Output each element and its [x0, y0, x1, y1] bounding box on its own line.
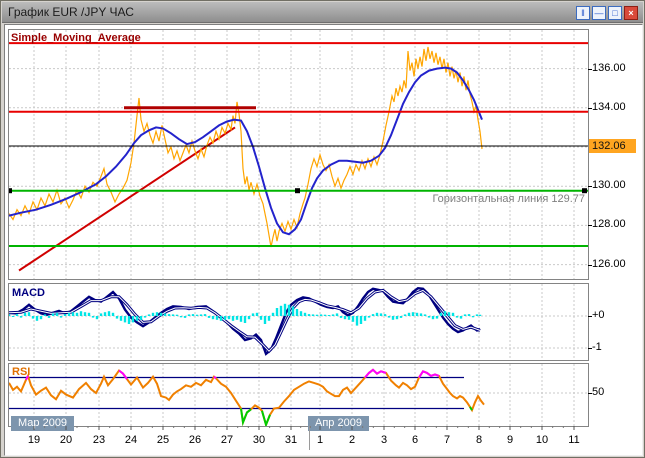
hline-handle[interactable]: [582, 188, 587, 194]
hline-handle[interactable]: [9, 188, 12, 194]
macd-tick-label: -1: [592, 341, 602, 353]
rsi-overbought-segment: [364, 368, 387, 379]
day-label: 19: [27, 434, 41, 446]
sma-indicator-label: Simple_Moving_Average: [11, 32, 141, 44]
price-chart-panel[interactable]: [8, 29, 589, 280]
rsi-overbought-segment: [25, 375, 29, 381]
signal-core: [9, 289, 481, 352]
rsi-oversold-segment: [240, 408, 252, 426]
title-bar[interactable]: График EUR /JPY ЧАС ‖ — □ ×: [2, 2, 643, 23]
day-label: 25: [156, 434, 170, 446]
day-label: 7: [443, 434, 451, 446]
price-tick-label: 134.00: [592, 100, 626, 113]
rsi-oversold-segment: [469, 406, 473, 411]
day-label: 9: [506, 434, 514, 446]
close-icon: ×: [628, 8, 634, 18]
sma-series: [9, 66, 483, 236]
current-price-tag: 132.06: [589, 139, 636, 153]
scale-tick: [588, 348, 592, 349]
scale-tick: [588, 68, 592, 70]
macd-panel[interactable]: [8, 283, 589, 361]
day-label: 1: [316, 434, 324, 446]
rsi-overbought-segment: [418, 370, 440, 379]
pause-button[interactable]: ‖: [576, 6, 590, 20]
day-label: 23: [92, 434, 106, 446]
scale-tick: [588, 186, 592, 188]
scale-tick: [588, 107, 592, 109]
chart-canvas: [9, 364, 588, 426]
scale-tick: [588, 393, 592, 394]
rsi-overbought-segment: [213, 375, 217, 380]
day-label: 11: [568, 434, 580, 446]
scale-tick: [588, 264, 592, 266]
day-label: 6: [411, 434, 419, 446]
minimize-icon: —: [594, 8, 604, 18]
day-label: 30: [252, 434, 266, 446]
price-tick-label: 128.00: [592, 218, 626, 231]
day-label: 8: [475, 434, 483, 446]
price-tick-label: 136.00: [592, 61, 626, 74]
window-controls: ‖ — □ ×: [576, 6, 638, 20]
scale-tick: [588, 225, 592, 227]
day-label: 10: [535, 434, 549, 446]
day-label: 24: [124, 434, 138, 446]
macd-tick-label: +0: [592, 309, 605, 321]
horizontal-line-label: Горизонтальная линия 129.77: [432, 193, 585, 205]
rsi-tick-label: 50: [592, 386, 605, 398]
day-label: 2: [348, 434, 356, 446]
day-label: 3: [380, 434, 388, 446]
rsi-panel[interactable]: [8, 363, 589, 427]
rsi-overbought-segment: [118, 369, 128, 380]
hline-handle[interactable]: [295, 188, 300, 194]
minimize-button[interactable]: —: [592, 6, 606, 20]
chart-canvas: [9, 284, 588, 360]
month-badge-apr: Апр 2009: [308, 416, 369, 431]
day-label: 20: [59, 434, 73, 446]
chart-canvas: [9, 30, 588, 279]
scale-tick: [588, 316, 592, 317]
pause-icon: ‖: [581, 8, 585, 18]
restore-button[interactable]: □: [608, 6, 622, 20]
rsi-oversold-segment: [261, 410, 271, 426]
restore-icon: □: [612, 8, 618, 18]
day-label: 27: [220, 434, 234, 446]
macd-indicator-label: MACD: [12, 287, 45, 299]
price-tick-label: 130.00: [592, 179, 626, 192]
price-series: [9, 46, 483, 248]
month-separator: [309, 426, 310, 450]
close-button[interactable]: ×: [624, 6, 638, 20]
time-axis-ticks: [33, 426, 575, 430]
month-badge-mar: Мар 2009: [11, 416, 75, 431]
day-label: 26: [188, 434, 202, 446]
price-tick-label: 126.00: [592, 257, 626, 270]
day-label: 31: [284, 434, 298, 446]
window-title: График EUR /JPY ЧАС: [8, 5, 134, 19]
rsi-indicator-label: RSI: [12, 366, 31, 378]
